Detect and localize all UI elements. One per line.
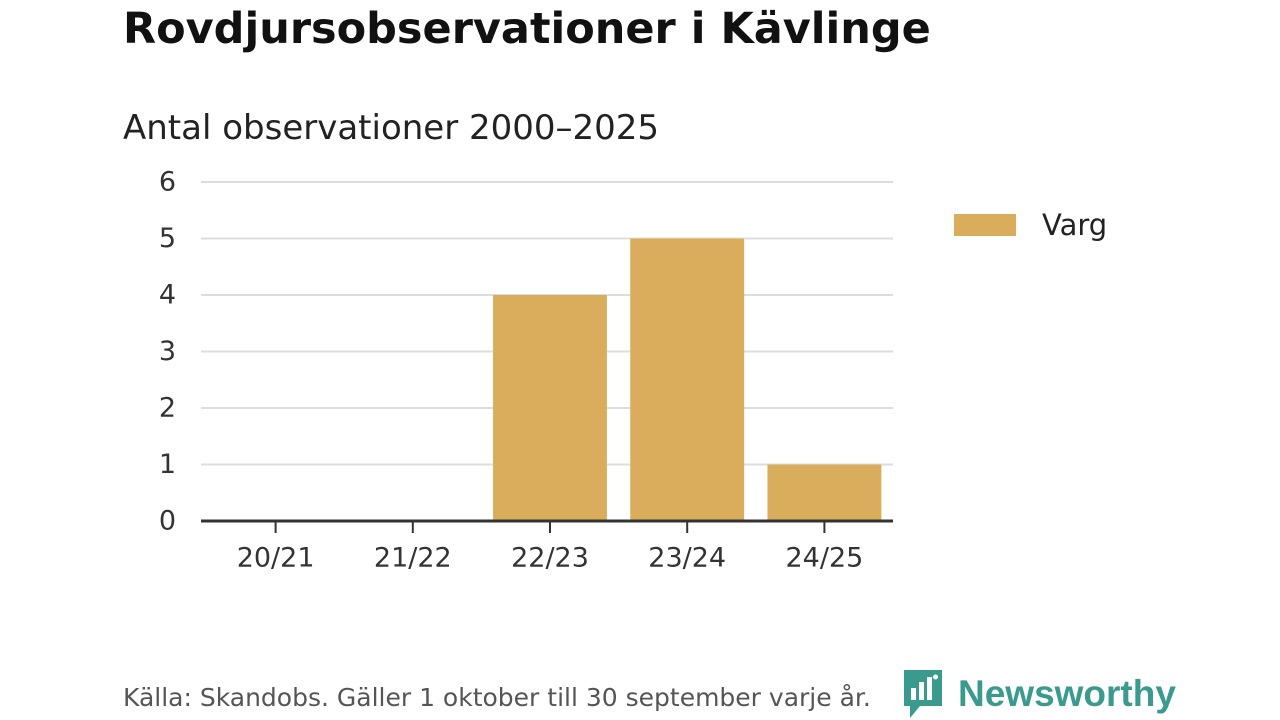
x-tick-label: 22/23 [511,543,589,574]
axes: 0 1 2 3 4 5 6 20/21 21/22 22/23 23/24 24/25 [159,167,893,574]
y-tick-label: 1 [159,449,176,480]
x-tick-label: 24/25 [785,543,863,574]
source-note: Källa: Skandobs. Gäller 1 oktober till 3… [123,683,871,712]
x-tick-label: 23/24 [648,543,726,574]
y-tick-label: 4 [159,280,176,311]
brand-name: Newsworthy [958,673,1176,714]
chart-subtitle: Antal observationer 2000–2025 [123,108,660,148]
x-tick-label: 20/21 [237,543,315,574]
legend: Varg [954,208,1107,242]
y-tick-label: 2 [159,393,176,424]
bars [493,238,882,521]
chart-title: Rovdjursobservationer i Kävlinge [123,4,931,54]
legend-swatch [954,214,1016,236]
y-tick-label: 5 [159,223,176,254]
bar [630,238,745,521]
y-tick-label: 6 [159,167,176,198]
newsworthy-brand[interactable]: Newsworthy [902,668,1176,720]
bar [767,464,882,521]
bar [493,295,607,521]
y-tick-label: 0 [159,506,176,537]
y-tick-label: 3 [159,336,176,367]
legend-label: Varg [1042,208,1108,242]
x-tick-label: 21/22 [374,543,452,574]
bar-chart-speech-bubble-icon [904,670,942,718]
